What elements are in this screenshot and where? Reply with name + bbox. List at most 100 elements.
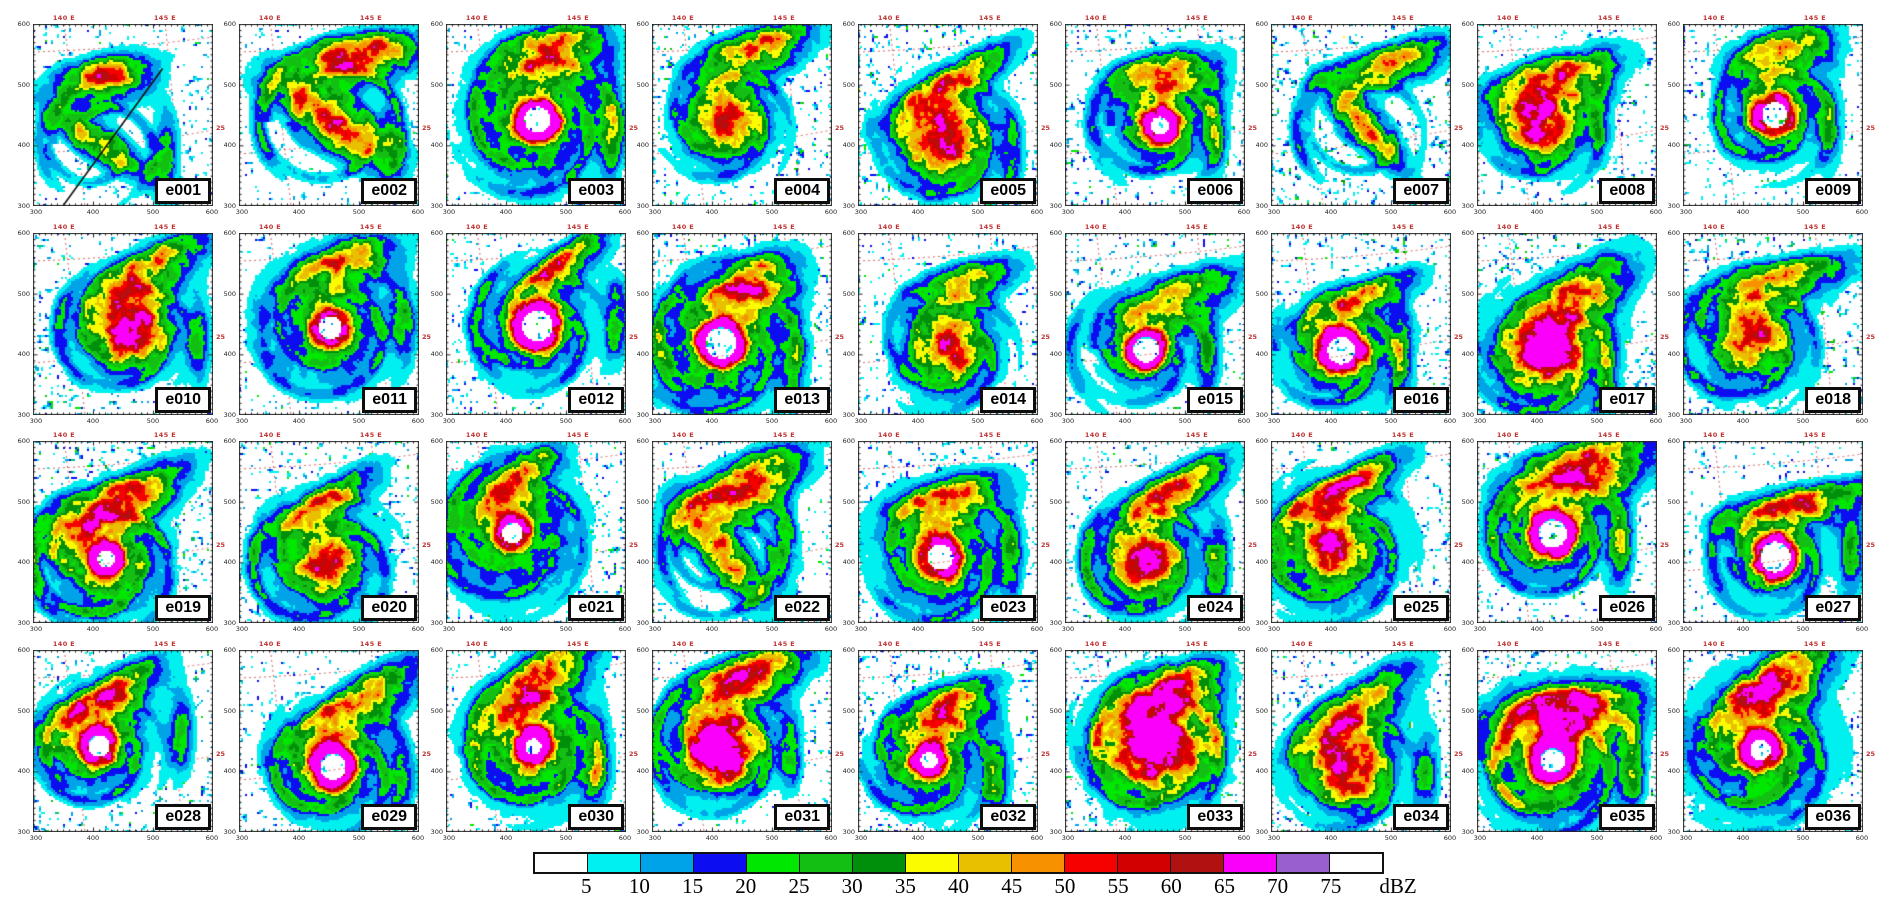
longitude-label: 140 E — [258, 431, 282, 439]
x-axis-tick-label: 600 — [205, 208, 219, 216]
x-axis-tick-label: 600 — [618, 625, 632, 633]
colorbar-tick-label: 40 — [948, 874, 969, 898]
member-label: e016 — [1393, 387, 1449, 413]
longitude-label: 145 E — [978, 14, 1002, 22]
x-axis-tick-label: 500 — [146, 208, 160, 216]
ensemble-panel: 600 500 400 300 300 400 500 600 140 E 145 E 25 e033 — [1050, 640, 1257, 842]
x-axis-tick-label: 600 — [205, 625, 219, 633]
longitude-label: 145 E — [1803, 223, 1827, 231]
y-axis-tick-label: 300 — [1049, 619, 1062, 627]
ensemble-panel: 600 500 400 300 300 400 500 600 140 E 145 E 25 e035 — [1462, 640, 1669, 842]
x-axis-tick-label: 600 — [205, 417, 219, 425]
y-axis-tick-label: 500 — [17, 80, 30, 89]
y-axis-tick-label: 300 — [1461, 619, 1474, 627]
y-axis-tick-label: 400 — [430, 350, 443, 359]
y-axis-tick-label: 600 — [636, 437, 649, 445]
member-label: e004 — [774, 178, 830, 204]
x-axis-tick-label: 600 — [1443, 625, 1457, 633]
y-axis-tick-label: 400 — [1049, 767, 1062, 776]
longitude-label: 145 E — [1391, 223, 1415, 231]
member-label: e030 — [568, 804, 624, 830]
x-axis-tick-label: 500 — [352, 625, 366, 633]
longitude-label: 145 E — [772, 223, 796, 231]
y-axis-tick-label: 300 — [430, 411, 443, 419]
x-axis-tick-label: 400 — [292, 208, 306, 216]
y-axis-tick-label: 300 — [223, 411, 236, 419]
longitude-label: 145 E — [978, 223, 1002, 231]
colorbar-segment — [1064, 854, 1117, 872]
y-axis-tick-label: 400 — [1461, 767, 1474, 776]
x-axis-tick-label: 500 — [559, 208, 573, 216]
y-axis-tick-label: 300 — [1255, 202, 1268, 210]
latitude-label: 25 — [629, 333, 639, 341]
x-axis-tick-label: 500 — [1796, 834, 1810, 842]
reflectivity-map — [1065, 24, 1245, 206]
ensemble-panel: 600 500 400 300 300 400 500 600 140 E 145 E 25 e022 — [637, 431, 844, 633]
y-axis-tick-label: 500 — [1049, 497, 1062, 506]
y-axis-tick-label: 600 — [842, 20, 855, 28]
y-axis-tick-label: 300 — [430, 619, 443, 627]
x-axis-tick-label: 400 — [1736, 625, 1750, 633]
latitude-label: 25 — [1248, 124, 1258, 132]
x-axis-tick-label: 400 — [1118, 417, 1132, 425]
y-axis-tick-label: 600 — [842, 437, 855, 445]
latitude-label: 25 — [216, 750, 226, 758]
y-axis-tick-label: 600 — [430, 20, 443, 28]
x-axis-tick-label: 500 — [1590, 625, 1604, 633]
member-label: e031 — [774, 804, 830, 830]
colorbar-tick-label: 50 — [1054, 874, 1076, 898]
y-axis-tick-label: 600 — [17, 20, 30, 28]
colorbar-tick-label: 45 — [1001, 874, 1023, 898]
y-axis-tick-label: 300 — [1049, 202, 1062, 210]
y-axis-tick-label: 400 — [842, 350, 855, 359]
ensemble-panel: 600 500 400 300 300 400 500 600 140 E 145 E 25 e024 — [1050, 431, 1257, 633]
y-axis-tick-label: 600 — [636, 646, 649, 654]
y-axis-tick-label: 400 — [17, 350, 30, 359]
ensemble-panel: 600 500 400 300 300 400 500 600 140 E 145 E 25 e017 — [1462, 223, 1669, 425]
longitude-label: 140 E — [671, 14, 695, 22]
y-axis-tick-label: 300 — [17, 619, 30, 627]
x-axis-tick-label: 300 — [1267, 834, 1281, 842]
ensemble-panel: 600 500 400 300 300 400 500 600 140 E 145 E 25 e026 — [1462, 431, 1669, 633]
colorbar-segment — [799, 854, 852, 872]
ensemble-panel: 600 500 400 300 300 400 500 600 140 E 145 E 25 e032 — [843, 640, 1050, 842]
y-axis-tick-label: 300 — [1255, 411, 1268, 419]
x-axis-tick-label: 300 — [648, 625, 662, 633]
x-axis-tick-label: 600 — [824, 834, 838, 842]
y-axis-tick-label: 600 — [1461, 229, 1474, 237]
y-axis-tick-label: 300 — [1667, 202, 1680, 210]
x-axis-tick-label: 300 — [1473, 834, 1487, 842]
x-axis-tick-label: 300 — [235, 208, 249, 216]
member-label: e026 — [1599, 595, 1655, 621]
x-axis-tick-label: 500 — [1384, 625, 1398, 633]
ensemble-panel: 600 500 400 300 300 400 500 600 140 E 145 E 25 e023 — [843, 431, 1050, 633]
y-axis-tick-label: 300 — [17, 828, 30, 836]
x-axis-tick-label: 400 — [705, 417, 719, 425]
x-axis-tick-label: 300 — [854, 208, 868, 216]
y-axis-tick-label: 600 — [1049, 646, 1062, 654]
y-axis-tick-label: 300 — [1667, 828, 1680, 836]
colorbar-tick-label: 65 — [1213, 874, 1235, 898]
longitude-label: 145 E — [1391, 14, 1415, 22]
x-axis-tick-label: 300 — [235, 625, 249, 633]
y-axis-tick-label: 600 — [1461, 646, 1474, 654]
colorbar — [533, 852, 1384, 874]
x-axis-tick-label: 300 — [854, 625, 868, 633]
x-axis-tick-label: 400 — [86, 834, 100, 842]
y-axis-tick-label: 600 — [1049, 437, 1062, 445]
x-axis-tick-label: 600 — [1030, 625, 1044, 633]
x-axis-tick-label: 300 — [235, 834, 249, 842]
y-axis-tick-label: 500 — [430, 80, 443, 89]
y-axis-tick-label: 400 — [1461, 141, 1474, 150]
colorbar-segment — [1276, 854, 1329, 872]
x-axis-tick-label: 300 — [1267, 208, 1281, 216]
x-axis-tick-label: 600 — [824, 417, 838, 425]
x-axis-tick-label: 500 — [1178, 417, 1192, 425]
longitude-label: 140 E — [52, 14, 76, 22]
x-axis-tick-label: 600 — [1649, 208, 1663, 216]
longitude-label: 140 E — [1290, 14, 1314, 22]
longitude-label: 145 E — [153, 223, 177, 231]
y-axis-tick-label: 300 — [1255, 828, 1268, 836]
latitude-label: 25 — [1660, 333, 1670, 341]
latitude-label: 25 — [216, 541, 226, 549]
